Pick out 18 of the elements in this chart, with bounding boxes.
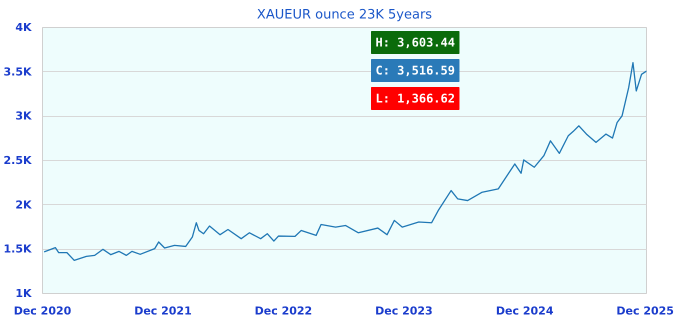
x-tick-label: Dec 2024	[496, 304, 554, 318]
y-tick-label: 3K	[15, 110, 32, 123]
x-tick-label: Dec 2023	[375, 304, 433, 318]
chart-title: XAUEUR ounce 23K 5years	[256, 8, 432, 22]
y-tick-label: 1.5K	[3, 242, 32, 256]
line-series	[44, 62, 646, 261]
y-tick-label: 2.5K	[3, 154, 32, 167]
y-tick-label: 1K	[15, 287, 32, 300]
y-tick-label: 4K	[15, 21, 32, 34]
annotation: H: 3,603.44	[376, 36, 455, 50]
x-tick-label: Dec 2022	[254, 304, 312, 318]
annotation: L: 1,366.62	[376, 92, 455, 106]
y-tick-label: 2K	[15, 198, 32, 212]
x-tick-label: Dec 2025	[616, 304, 674, 318]
y-tick-label: 3.5K	[3, 65, 32, 78]
annotation: C: 3,516.59	[376, 64, 455, 78]
x-tick-label: Dec 2021	[134, 304, 192, 318]
x-tick-label: Dec 2020	[14, 304, 72, 318]
